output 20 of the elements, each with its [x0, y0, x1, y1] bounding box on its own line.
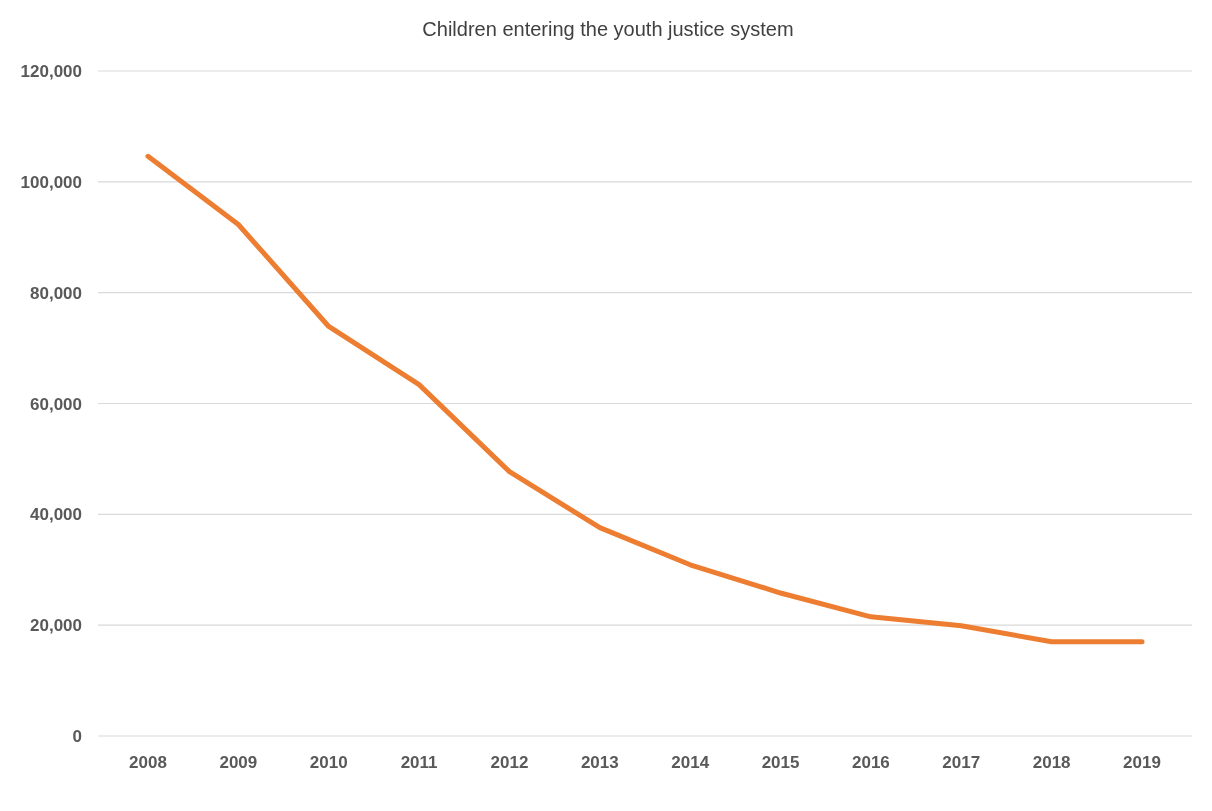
y-tick-label: 60,000: [30, 394, 82, 414]
y-tick-label: 0: [72, 727, 82, 747]
x-tick-label: 2018: [1032, 753, 1071, 773]
x-tick-label: 2015: [761, 753, 800, 773]
x-tick-label: 2008: [129, 753, 167, 773]
chart-title: Children entering the youth justice system: [421, 18, 795, 41]
y-tick-label: 100,000: [20, 172, 82, 192]
x-tick-label: 2013: [580, 753, 619, 773]
x-tick-label: 2010: [309, 753, 348, 773]
x-tick-label: 2017: [942, 753, 981, 773]
x-tick-label: 2016: [852, 753, 890, 773]
x-tick-label: 2019: [1123, 753, 1161, 773]
y-tick-label: 120,000: [20, 62, 82, 82]
x-tick-label: 2012: [490, 753, 529, 773]
y-tick-label: 80,000: [30, 283, 82, 303]
y-tick-label: 40,000: [30, 505, 82, 525]
y-tick-label: 20,000: [30, 616, 82, 636]
x-tick-label: 2011: [400, 753, 438, 773]
x-tick-label: 2014: [671, 753, 710, 773]
x-tick-label: 2009: [219, 753, 258, 773]
